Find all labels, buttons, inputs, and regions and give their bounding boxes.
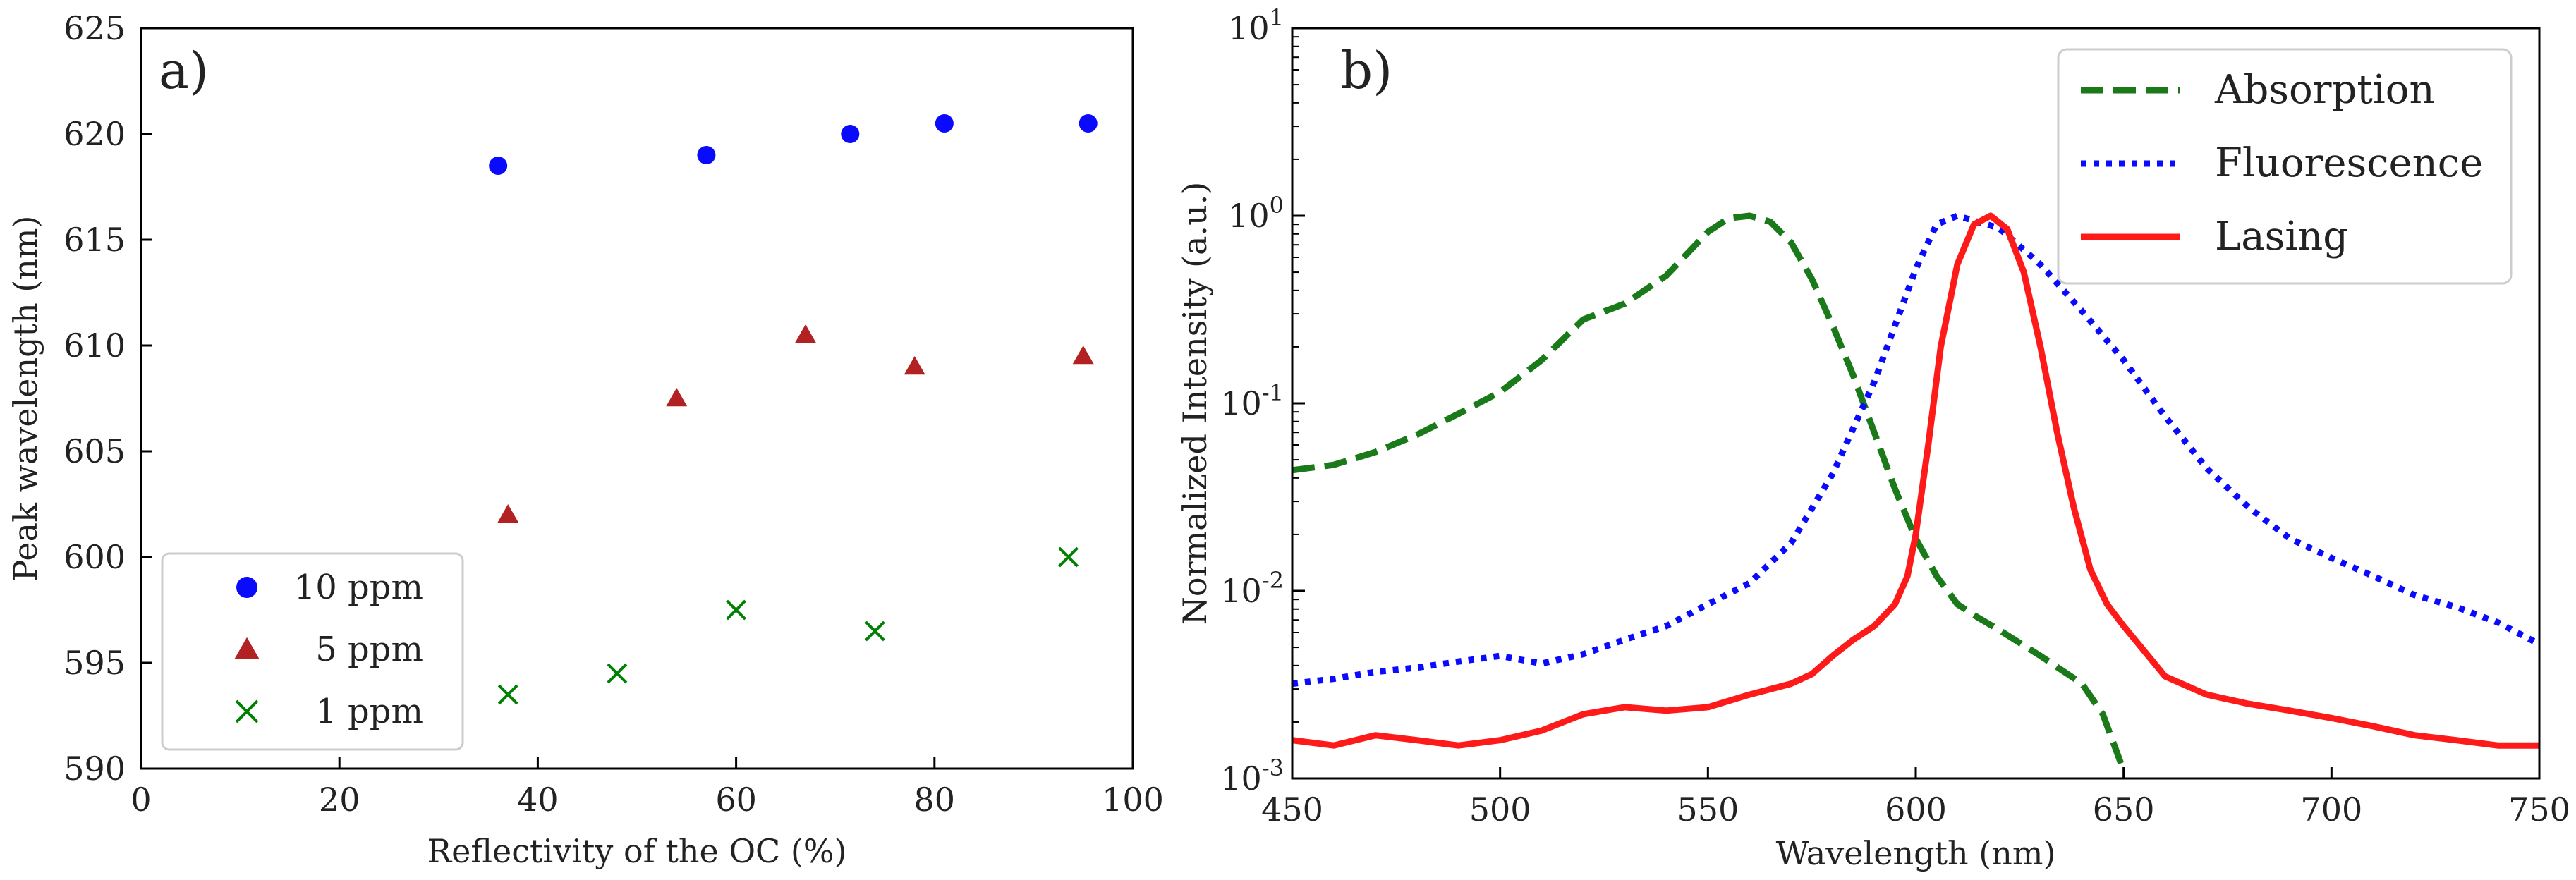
panel-a-xtick-label: 80	[914, 781, 956, 819]
panel-b-xtick-label: 600	[1885, 790, 1947, 829]
panel-a-ytick-label: 590	[63, 750, 126, 788]
legend-a-marker	[235, 699, 259, 723]
panel-a-label: a)	[159, 41, 209, 100]
panel-a-frame	[140, 27, 1134, 770]
data-point	[1058, 546, 1079, 568]
data-point	[697, 146, 716, 164]
panel-a-xtick-label: 60	[715, 781, 757, 819]
data-point	[841, 125, 860, 143]
panel-a-ytick-label: 595	[63, 644, 126, 682]
panel-a-ticks: 0 20 40 60 80 100 590 595 600 605 610 615 620 625	[63, 9, 1164, 819]
panel-a-xtick-label: 20	[319, 781, 360, 819]
panel-a-legend-markers	[234, 577, 260, 723]
series-line-absorption	[1292, 212, 2127, 772]
panel-a-series	[489, 114, 1098, 705]
legend-b-label-absorption: Absorption	[2214, 67, 2435, 113]
legend-b-label-lasing: Lasing	[2215, 214, 2348, 259]
series-10-ppm	[489, 114, 1098, 175]
panel-b-xtick-label: 650	[2093, 790, 2155, 829]
panel-b-legend-box	[2057, 48, 2513, 285]
series-1-ppm	[497, 546, 1079, 705]
panel-b-legend: Absorption Fluorescence Lasing	[2057, 48, 2513, 285]
panel-b-ytick-label: 10-2	[1220, 567, 1284, 610]
panel-b-ylabel: Normalized Intensity (a.u.)	[1176, 182, 1214, 625]
series-5-ppm	[497, 324, 1094, 523]
legend-a-label-10ppm: 10 ppm	[294, 568, 423, 607]
data-point	[1072, 346, 1094, 365]
data-point	[497, 504, 519, 523]
data-point	[1079, 114, 1098, 133]
panel-a-ylabel: Peak wavelength (nm)	[6, 216, 44, 582]
panel-b-label: b)	[1340, 41, 1392, 100]
panel-b-xtick-label: 450	[1261, 790, 1323, 829]
series-line-fluorescence	[1292, 212, 2539, 688]
panel-a-xtick-label: 100	[1102, 781, 1164, 819]
legend-a-label-5ppm: 5 ppm	[315, 630, 423, 669]
data-point	[489, 157, 508, 175]
panel-b-xtick-label: 500	[1469, 790, 1531, 829]
data-point	[497, 684, 518, 705]
panel-b-xlabel: Wavelength (nm)	[1776, 834, 2056, 872]
panel-a-ytick-label: 625	[63, 9, 126, 47]
series-line-lasing	[1292, 212, 2539, 749]
panel-b-ticks: 450 500 550 600 650 700 750 10-3 10-2 10-1 100 101	[1220, 4, 2570, 829]
data-point	[865, 621, 885, 642]
data-point	[666, 388, 688, 407]
legend-a-label-1ppm: 1 ppm	[315, 692, 423, 731]
data-point	[726, 599, 747, 621]
panel-a-ytick-label: 600	[63, 538, 126, 576]
panel-b-ytick-label: 10-3	[1220, 754, 1284, 798]
panel-b-ytick-label: 101	[1228, 4, 1284, 47]
panel-b-series	[1292, 212, 2539, 772]
panel-a-ytick-label: 620	[63, 115, 126, 153]
legend-a-marker	[234, 637, 260, 659]
panel-a-ytick-label: 610	[63, 326, 126, 365]
panel-b-xtick-label: 750	[2508, 790, 2570, 829]
data-point	[607, 663, 628, 684]
legend-a-marker	[236, 577, 257, 598]
data-point	[935, 114, 954, 133]
panel-b: 450 500 550 600 650 700 75010-310-210-1100101 …	[1176, 4, 2570, 872]
panel-a-ytick-label: 605	[63, 432, 126, 470]
panel-a-legend: 10 ppm 5 ppm 1 ppm	[161, 552, 464, 751]
panel-b-ytick-label: 100	[1228, 192, 1284, 235]
panel-b-ytick-label: 10-1	[1220, 379, 1284, 422]
panel-a-xlabel: Reflectivity of the OC (%)	[427, 832, 847, 870]
panel-b-xtick-label: 700	[2300, 790, 2362, 829]
panel-a-xtick-label: 40	[517, 781, 559, 819]
panel-b-xtick-label: 550	[1677, 790, 1739, 829]
legend-b-label-fluorescence: Fluorescence	[2215, 140, 2483, 186]
data-point	[795, 324, 816, 343]
panel-b-frame	[1291, 27, 2541, 780]
data-point	[904, 356, 925, 375]
panel-a-ytick-label: 615	[63, 221, 126, 259]
panel-a-xtick-label: 0	[130, 781, 151, 819]
